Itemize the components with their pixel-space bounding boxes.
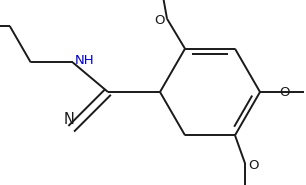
Text: O: O — [248, 159, 259, 172]
Text: N: N — [64, 112, 75, 127]
Text: NH: NH — [75, 54, 94, 67]
Text: O: O — [279, 85, 289, 98]
Text: O: O — [155, 14, 165, 27]
